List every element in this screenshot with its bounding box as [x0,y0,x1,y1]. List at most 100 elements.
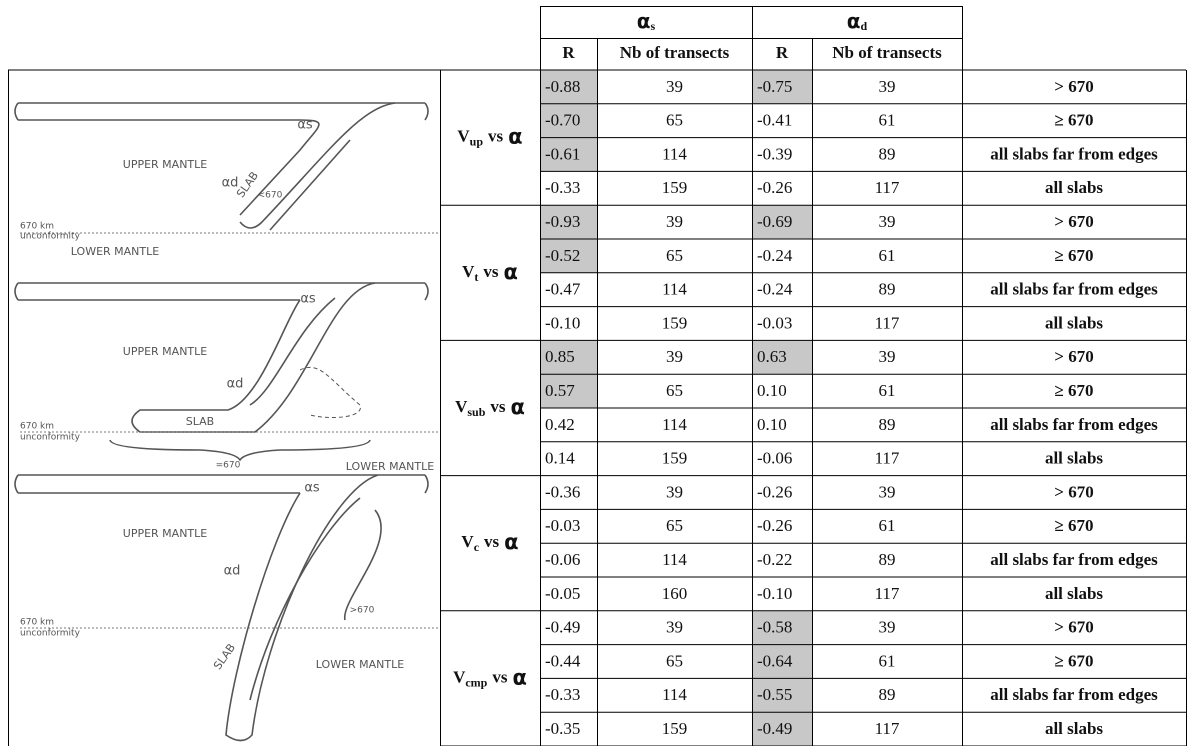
dashed-flow [299,366,361,419]
flow-arrow [249,497,361,701]
alpha-subscript: s [651,19,656,33]
condition-cell: ≥ 670 [1054,651,1093,670]
count-cell: 39 [666,482,683,501]
count-cell: 61 [879,246,896,265]
column-group-header: αs [637,9,656,33]
variable: V [453,667,466,686]
row-group-label: Vup vs α [457,125,522,149]
condition-cell: all slabs far from edges [990,280,1158,299]
row-group-label: Vsub vs α [455,395,525,419]
shaded-cell [752,644,812,679]
condition-cell: ≥ 670 [1054,246,1093,265]
r-cell: 0.10 [757,381,787,400]
slab-outline [225,474,379,742]
diagram-sketches: αs αd UPPER MANTLE LOWER MANTLE SLAB <670 670 … [14,102,440,742]
count-cell: 117 [875,449,900,468]
plate [14,102,429,121]
diagram-label: αd [222,176,239,191]
count-cell: 117 [875,584,900,603]
r-cell: 0.42 [545,415,575,434]
condition-cell: all slabs [1045,449,1103,468]
count-cell: 65 [666,381,683,400]
slab-outline [239,102,396,229]
count-cell: 65 [666,651,683,670]
shaded-cell [540,70,597,104]
column-header: Nb of transects [620,43,730,62]
count-cell: 114 [662,144,687,163]
condition-cell: > 670 [1054,347,1093,366]
shaded-cell [752,712,812,746]
condition-cell: > 670 [1054,482,1093,501]
r-cell: -0.22 [757,550,792,569]
diagram-label: αd [224,564,241,579]
count-cell: 61 [879,111,896,130]
alpha-symbol: α [504,530,518,554]
diagram-label: UPPER MANTLE [123,527,207,540]
count-cell: 159 [662,449,688,468]
r-cell: -0.24 [757,280,793,299]
r-cell: -0.39 [757,144,792,163]
condition-cell: > 670 [1054,77,1093,96]
versus: vs [484,532,500,551]
diagram-label: =670 [216,461,241,471]
r-cell: -0.69 [757,212,792,231]
diagram-label: <670 [258,191,283,201]
r-cell: -0.03 [545,516,580,535]
r-cell: -0.03 [757,313,792,332]
count-cell: 117 [875,178,900,197]
variable: V [457,127,470,146]
shaded-cell [752,678,812,713]
r-cell: -0.47 [545,280,581,299]
condition-cell: all slabs far from edges [990,415,1158,434]
row-group-label: Vt vs α [462,260,518,284]
count-cell: 117 [875,719,900,738]
diagram-label: SLAB [211,641,238,672]
r-cell: -0.93 [545,212,580,231]
r-cell: -0.49 [757,719,792,738]
condition-cell: all slabs far from edges [990,550,1158,569]
count-cell: 39 [879,482,896,501]
count-cell: 65 [666,516,683,535]
shaded-cell [540,137,597,172]
column-header: R [776,43,789,62]
r-cell: -0.61 [545,144,580,163]
variable: V [461,532,474,551]
r-cell: -0.10 [757,584,792,603]
shaded-cell [540,103,597,138]
r-cell: -0.36 [545,482,580,501]
r-cell: -0.44 [545,651,581,670]
diagram-label: αs [297,118,313,133]
count-cell: 89 [879,144,896,163]
versus: vs [490,397,506,416]
diagram-label: unconformity [20,629,81,639]
diagram-label: αs [300,292,316,307]
diagram-label: LOWER MANTLE [71,245,159,258]
plate [14,474,429,494]
r-cell: -0.88 [545,77,580,96]
shaded-cell [540,205,597,239]
diagram-label: LOWER MANTLE [346,460,434,473]
plate [14,282,429,301]
r-cell: -0.24 [757,246,793,265]
count-cell: 89 [879,280,896,299]
count-cell: 39 [879,618,896,637]
count-cell: 114 [662,550,687,569]
r-cell: -0.58 [757,618,792,637]
count-cell: 114 [662,415,687,434]
variable-subscript: up [470,134,484,148]
column-header: R [562,43,575,62]
alpha-symbol: α [508,125,522,149]
diagram-label: UPPER MANTLE [123,345,207,358]
alpha-symbol: α [637,9,651,33]
count-cell: 65 [666,111,683,130]
variable: V [455,397,468,416]
slab-bracket [344,509,382,621]
diagram-label: LOWER MANTLE [316,658,404,671]
count-cell: 39 [666,212,683,231]
r-cell: -0.10 [545,313,580,332]
shaded-cell [752,610,812,645]
diagram-label: 670 km [20,618,54,628]
diagram-label: unconformity [20,232,81,242]
